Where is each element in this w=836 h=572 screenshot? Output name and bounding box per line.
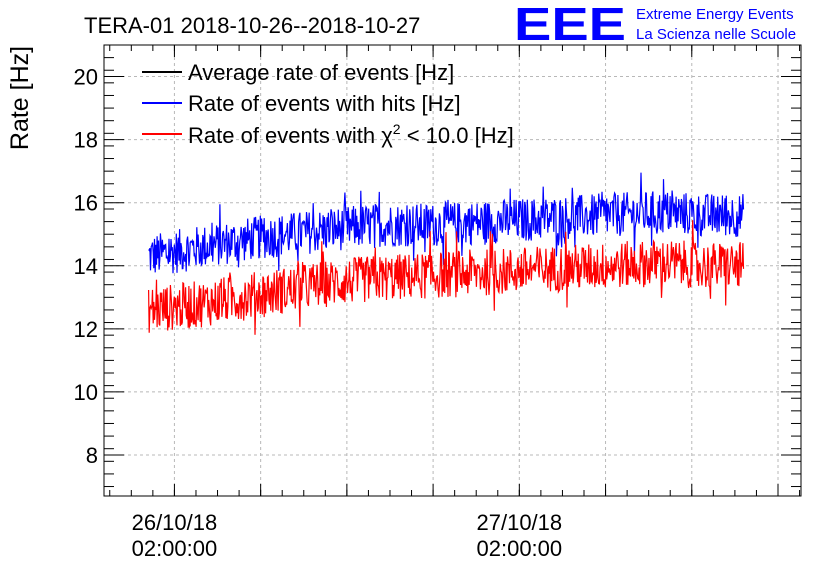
series-line-1	[148, 172, 745, 274]
y-tick-label: 12	[74, 317, 98, 342]
y-axis: 8 10 12 14 16 18 20	[74, 44, 801, 488]
legend-entry-hits: Rate of events with hits [Hz]	[188, 91, 461, 116]
plot-frame	[103, 44, 802, 497]
x-tick-label-time: 02:00:00	[477, 536, 563, 561]
x-tick-label-time: 02:00:00	[132, 536, 218, 561]
y-tick-label: 10	[74, 380, 98, 405]
legend: Average rate of events [Hz] Rate of even…	[142, 60, 514, 148]
y-tick-label: 20	[74, 65, 98, 90]
x-tick-label-date: 26/10/18	[132, 510, 218, 535]
series-line-2	[148, 220, 745, 335]
y-axis-label: Rate [Hz]	[6, 46, 34, 150]
x-tick-label-date: 27/10/18	[477, 510, 563, 535]
series-layer	[148, 172, 745, 335]
logo-line1: Extreme Energy Events	[636, 6, 794, 23]
legend-entry-chi2: Rate of events with χ2 < 10.0 [Hz]	[188, 121, 514, 148]
y-tick-label: 18	[74, 128, 98, 153]
legend-entry-average: Average rate of events [Hz]	[188, 60, 454, 85]
y-tick-label: 14	[74, 254, 98, 279]
logo-line2: La Scienza nelle Scuole	[636, 26, 796, 43]
y-tick-label: 16	[74, 191, 98, 216]
eee-logo: EEE	[514, 0, 626, 50]
chart-title: TERA-01 2018-10-26--2018-10-27	[84, 13, 420, 38]
y-tick-label: 8	[86, 443, 98, 468]
